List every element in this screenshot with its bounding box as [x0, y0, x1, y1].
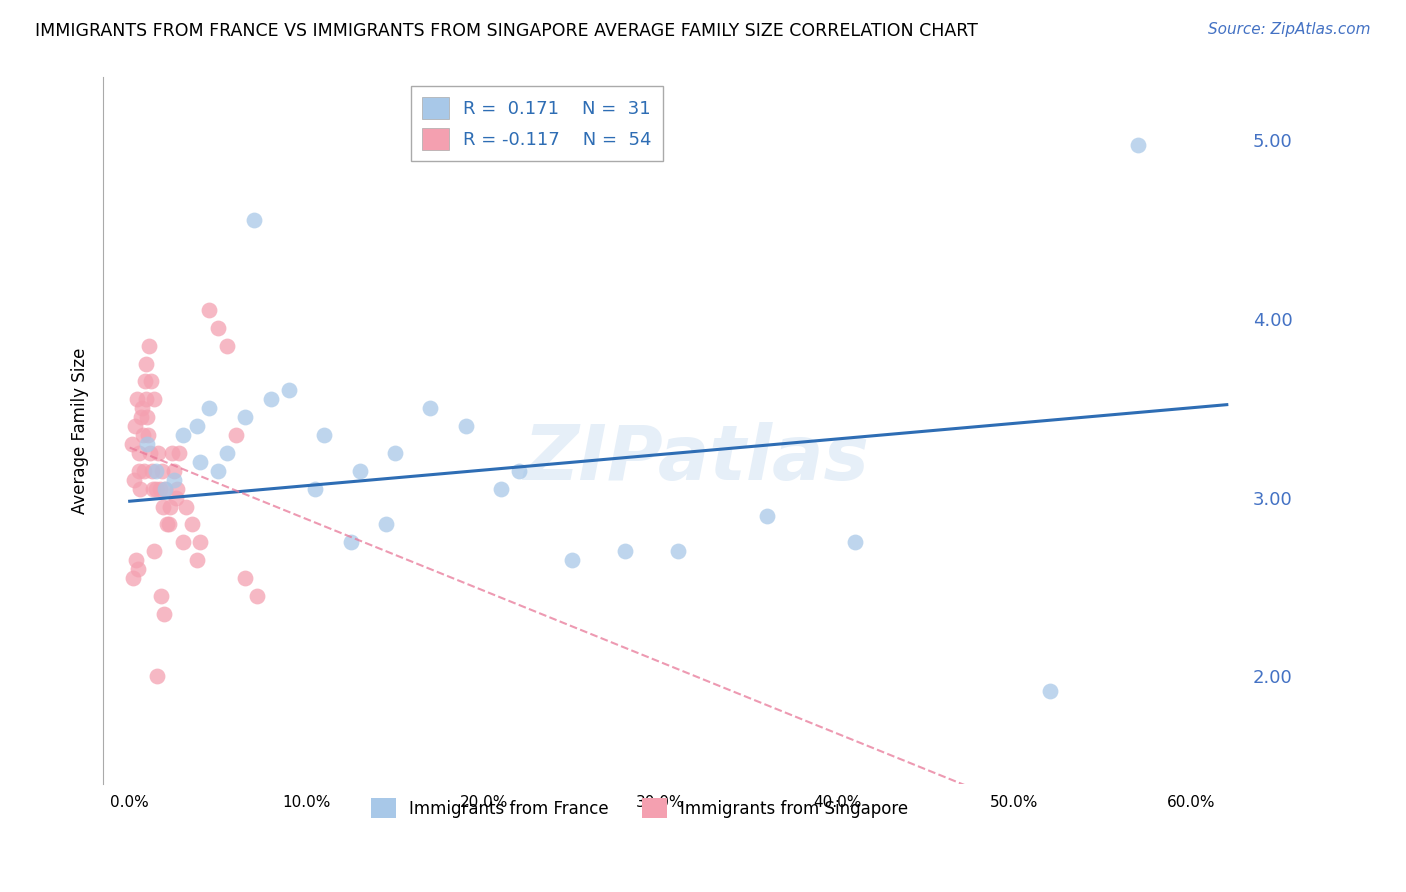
Point: [198, 302, 221, 317]
Point: [150, 464, 173, 478]
Point: [172, 428, 194, 442]
Y-axis label: Average Family Size: Average Family Size: [72, 347, 89, 514]
Point: [142, 544, 165, 558]
Point: [165, 491, 187, 505]
Point: [159, 500, 181, 514]
Text: Source: ZipAtlas.com: Source: ZipAtlas.com: [1208, 22, 1371, 37]
Point: [186, 419, 208, 434]
Point: [124, 419, 146, 434]
Point: [614, 544, 637, 558]
Point: [375, 517, 398, 532]
Point: [153, 607, 176, 621]
Point: [131, 401, 153, 416]
Legend: Immigrants from France, Immigrants from Singapore: Immigrants from France, Immigrants from …: [364, 791, 915, 825]
Point: [755, 508, 778, 523]
Point: [198, 401, 221, 416]
Point: [149, 589, 172, 603]
Point: [277, 384, 299, 398]
Point: [207, 320, 229, 334]
Point: [139, 446, 162, 460]
Point: [246, 589, 269, 603]
Point: [172, 535, 194, 549]
Point: [225, 428, 247, 442]
Point: [128, 446, 150, 460]
Point: [132, 464, 155, 478]
Point: [242, 213, 264, 227]
Point: [135, 392, 157, 407]
Point: [145, 482, 167, 496]
Point: [304, 482, 326, 496]
Point: [561, 553, 583, 567]
Point: [146, 446, 169, 460]
Point: [666, 544, 689, 558]
Point: [129, 482, 152, 496]
Point: [121, 437, 143, 451]
Point: [127, 562, 149, 576]
Text: ZIPatlas: ZIPatlas: [523, 422, 870, 496]
Point: [186, 553, 208, 567]
Point: [163, 464, 186, 478]
Point: [135, 357, 157, 371]
Point: [134, 375, 156, 389]
Point: [138, 339, 160, 353]
Point: [215, 446, 238, 460]
Point: [384, 446, 406, 460]
Text: IMMIGRANTS FROM FRANCE VS IMMIGRANTS FROM SINGAPORE AVERAGE FAMILY SIZE CORRELAT: IMMIGRANTS FROM FRANCE VS IMMIGRANTS FRO…: [35, 22, 979, 40]
Point: [190, 455, 212, 469]
Point: [129, 410, 152, 425]
Point: [233, 571, 256, 585]
Point: [157, 517, 180, 532]
Point: [136, 410, 159, 425]
Point: [143, 392, 166, 407]
Point: [139, 375, 162, 389]
Point: [152, 500, 174, 514]
Point: [314, 428, 336, 442]
Point: [1039, 683, 1062, 698]
Point: [153, 482, 176, 496]
Point: [176, 500, 198, 514]
Point: [491, 482, 513, 496]
Point: [260, 392, 283, 407]
Point: [128, 464, 150, 478]
Point: [160, 446, 183, 460]
Point: [233, 410, 256, 425]
Point: [136, 428, 159, 442]
Point: [125, 392, 148, 407]
Point: [1128, 138, 1150, 153]
Point: [142, 482, 165, 496]
Point: [125, 553, 148, 567]
Point: [454, 419, 477, 434]
Point: [149, 482, 172, 496]
Point: [844, 535, 866, 549]
Point: [190, 535, 212, 549]
Point: [136, 437, 159, 451]
Point: [166, 482, 188, 496]
Point: [146, 669, 169, 683]
Point: [122, 571, 145, 585]
Point: [163, 473, 186, 487]
Point: [122, 473, 145, 487]
Point: [508, 464, 530, 478]
Point: [132, 428, 155, 442]
Point: [419, 401, 441, 416]
Point: [141, 464, 163, 478]
Point: [145, 464, 167, 478]
Point: [167, 446, 190, 460]
Point: [180, 517, 202, 532]
Point: [207, 464, 229, 478]
Point: [153, 482, 176, 496]
Point: [349, 464, 371, 478]
Point: [340, 535, 363, 549]
Point: [215, 339, 238, 353]
Point: [156, 517, 179, 532]
